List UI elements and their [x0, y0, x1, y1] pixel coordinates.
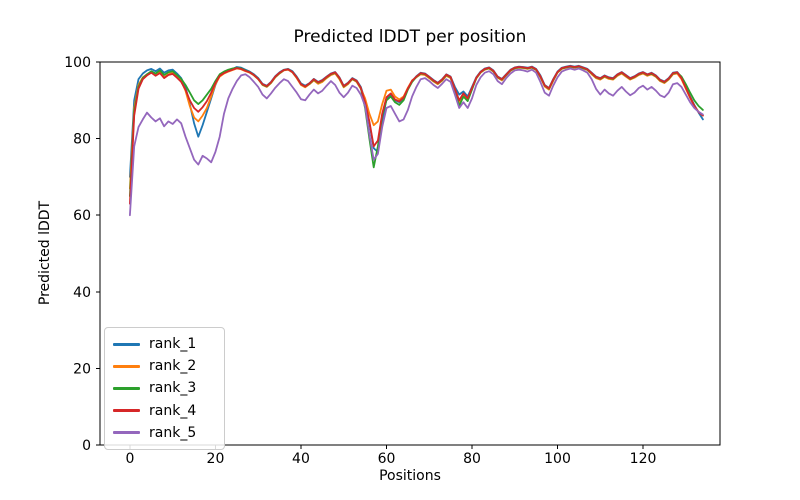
legend-label-rank-2: rank_2: [149, 358, 197, 375]
legend-line-rank-3: [113, 386, 140, 390]
x-tick-label: 40: [292, 451, 310, 467]
x-tick-label: 100: [544, 451, 571, 467]
legend-item-rank-4: rank_4: [113, 401, 216, 421]
x-tick-label: 120: [630, 451, 657, 467]
legend: rank_1 rank_2 rank_3 rank_4 rank_5: [104, 327, 225, 450]
legend-line-rank-1: [113, 342, 140, 346]
legend-label-rank-3: rank_3: [149, 380, 197, 397]
x-tick-label: 0: [125, 451, 134, 467]
y-tick-label: 40: [73, 285, 91, 301]
legend-item-rank-2: rank_2: [113, 356, 216, 376]
legend-item-rank-5: rank_5: [113, 423, 216, 443]
legend-item-rank-1: rank_1: [113, 334, 216, 354]
legend-line-rank-2: [113, 364, 140, 368]
legend-label-rank-4: rank_4: [149, 402, 197, 419]
y-tick-label: 20: [73, 361, 91, 377]
series-line-rank_5: [128, 67, 704, 217]
legend-line-rank-4: [113, 409, 140, 413]
x-tick-label: 60: [378, 451, 396, 467]
y-tick-label: 60: [73, 208, 91, 224]
legend-line-rank-5: [113, 431, 140, 435]
x-tick-label: 80: [463, 451, 481, 467]
y-tick-label: 80: [73, 132, 91, 148]
x-axis-label: Positions: [379, 468, 441, 484]
legend-label-rank-5: rank_5: [149, 424, 197, 441]
series-line-rank_4: [128, 65, 704, 205]
y-tick-label: 100: [64, 55, 91, 71]
chart-title: Predicted lDDT per position: [293, 27, 527, 47]
x-tick-label: 20: [207, 451, 225, 467]
y-tick-label: 0: [82, 438, 91, 454]
legend-item-rank-3: rank_3: [113, 378, 216, 398]
legend-label-rank-1: rank_1: [149, 336, 197, 353]
y-axis-label: Predicted lDDT: [37, 200, 53, 306]
axes-frame: [99, 61, 721, 446]
